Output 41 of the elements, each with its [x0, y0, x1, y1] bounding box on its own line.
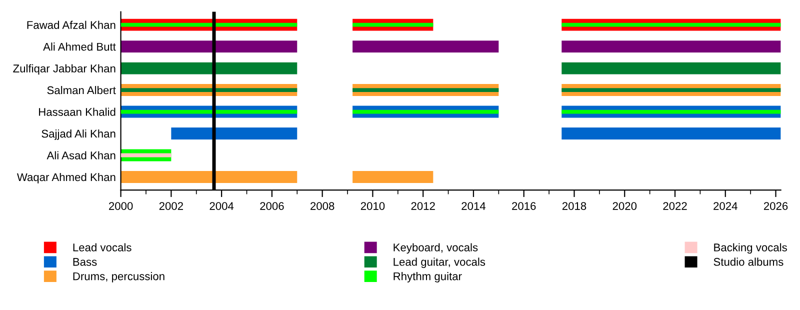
- y-tick-label: Ali Asad Khan: [46, 151, 116, 160]
- bar: [352, 40, 499, 53]
- legend-label: Lead guitar, vocals: [394, 258, 486, 268]
- x-tick-label: 2016: [512, 202, 536, 210]
- x-tick-label: 2026: [764, 202, 788, 210]
- y-tick-label: Ali Ahmed Butt: [43, 42, 116, 51]
- legend-label: Lead vocals: [73, 243, 132, 252]
- x-tick-label: 2000: [109, 202, 133, 210]
- bar: [352, 22, 434, 27]
- x-tick-label: 2004: [210, 202, 234, 210]
- x-tick-label: 2020: [612, 202, 637, 210]
- x-tick-label: 2006: [260, 202, 284, 210]
- x-tick-label: 2024: [714, 202, 738, 210]
- bar: [120, 171, 298, 183]
- bar: [562, 128, 781, 140]
- legend-label: Bass: [73, 258, 97, 266]
- bar: [562, 40, 781, 53]
- bar: [352, 171, 434, 183]
- y-tick-label: Waqar Ahmed Khan: [16, 172, 116, 184]
- x-tick-label: 2014: [462, 202, 486, 210]
- x-tick-label: 2010: [360, 202, 385, 210]
- y-tick-label: Fawad Afzal Khan: [27, 20, 116, 29]
- y-tick-label: Zulfiqar Jabbar Khan: [13, 64, 116, 75]
- bar: [171, 128, 298, 140]
- bar: [352, 88, 499, 92]
- x-tick-label: 2008: [310, 202, 334, 210]
- legend-label: Backing vocals: [714, 243, 787, 254]
- y-tick-label: Sajjad Ali Khan: [42, 129, 116, 140]
- bar: [562, 22, 781, 27]
- y-tick-label: Salman Albert: [47, 86, 116, 94]
- legend-label: Drums, percussion: [73, 272, 164, 282]
- bar: [120, 22, 298, 27]
- y-tick-label: Hassaan Khalid: [39, 108, 116, 116]
- legend-label: Keyboard, vocals: [394, 243, 478, 254]
- legend-label: Studio albums: [714, 258, 784, 266]
- x-tick-label: 2018: [562, 202, 586, 210]
- x-tick-label: 2022: [663, 202, 687, 210]
- x-tick-label: 2002: [159, 202, 183, 210]
- legend-label: Rhythm guitar: [394, 272, 462, 282]
- x-tick-label: 2012: [411, 202, 435, 210]
- bar: [120, 40, 298, 53]
